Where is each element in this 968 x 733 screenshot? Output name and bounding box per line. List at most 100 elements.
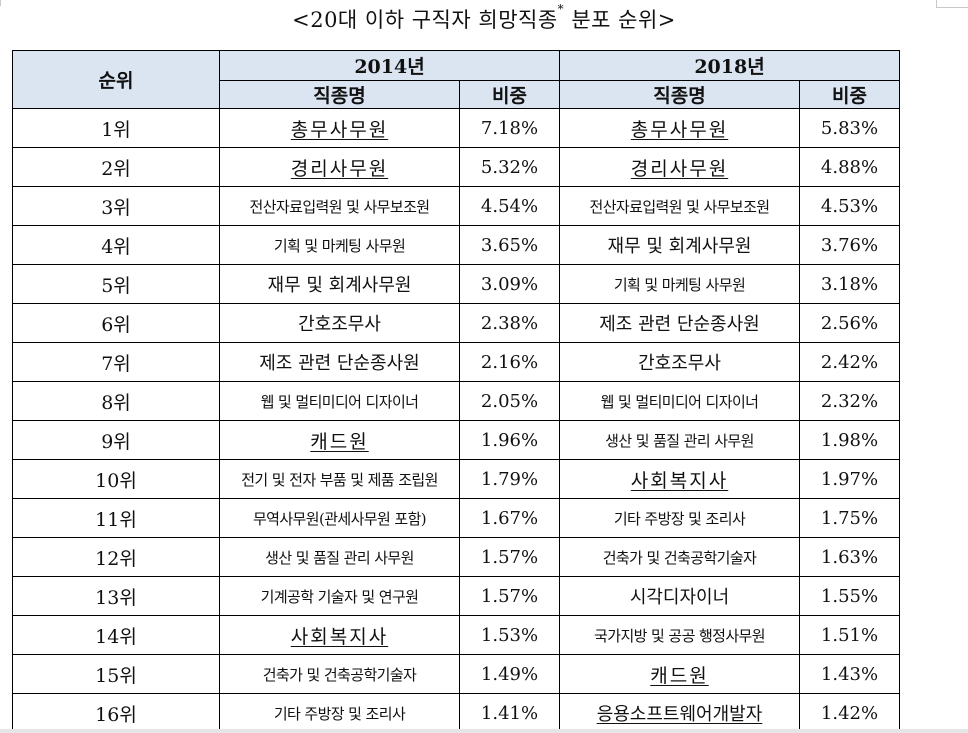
occupation-2014: 경리사무원 <box>219 147 460 187</box>
share-2014: 1.57% <box>459 537 560 577</box>
occupation-2018-text: 웹 및 멀티미디어 디자이너 <box>600 392 759 411</box>
occupation-2014-text: 제조 관련 단순종사원 <box>259 353 420 374</box>
share-2014-text: 1.53% <box>480 624 539 646</box>
occupation-2014-text: 생산 및 품질 관리 사무원 <box>265 548 414 567</box>
occupation-2018-text: 캐드원 <box>650 664 709 687</box>
occupation-2018-text: 기타 주방장 및 조리사 <box>613 509 746 528</box>
share-2018-text: 3.18% <box>820 273 879 295</box>
rank-cell: 15위 <box>12 654 220 694</box>
share-2018-text: 1.42% <box>820 702 879 724</box>
rank-cell: 2위 <box>12 147 220 187</box>
rank-cell-text: 7위 <box>101 352 131 375</box>
occupation-2018-text: 기획 및 마케팅 사무원 <box>613 275 746 294</box>
rank-cell: 6위 <box>12 303 220 343</box>
rank-cell: 10위 <box>12 459 220 499</box>
occupation-2018-text: 제조 관련 단순종사원 <box>599 314 760 335</box>
title-footnote-mark: * <box>557 2 565 16</box>
rank-cell: 7위 <box>12 342 220 382</box>
share-2014-text: 5.32% <box>480 156 539 178</box>
occupation-2014: 건축가 및 건축공학기술자 <box>219 654 460 694</box>
occupation-2014: 생산 및 품질 관리 사무원 <box>219 537 460 577</box>
title-suffix: 분포 순위> <box>564 8 676 32</box>
rank-cell: 13위 <box>12 576 220 616</box>
table-row: 2위 경리사무원 5.32% 경리사무원 4.88% <box>12 147 900 187</box>
occupation-2018-text: 전산자료입력원 및 사무보조원 <box>589 197 771 216</box>
header-share-2018: 비중 <box>799 80 900 109</box>
share-2018-text: 2.42% <box>820 351 879 373</box>
share-2014-text: 7.18% <box>480 117 539 139</box>
share-2018-text: 2.32% <box>820 390 879 412</box>
header-rank: 순위 <box>12 50 220 109</box>
share-2018: 5.83% <box>799 108 900 148</box>
occupation-2018: 건축가 및 건축공학기술자 <box>559 537 800 577</box>
occupation-2018-text: 경리사무원 <box>630 157 729 180</box>
rank-cell: 11위 <box>12 498 220 538</box>
share-2014-text: 1.79% <box>480 468 539 490</box>
rank-cell-text: 8위 <box>101 391 131 414</box>
occupation-2014: 무역사무원(관세사무원 포함) <box>219 498 460 538</box>
occupation-2014-text: 건축가 및 건축공학기술자 <box>262 665 417 684</box>
occupation-2014: 총무사무원 <box>219 108 460 148</box>
share-2014: 1.57% <box>459 576 560 616</box>
share-2014: 2.38% <box>459 303 560 343</box>
table-row: 6위 간호조무사 2.38% 제조 관련 단순종사원 2.56% <box>12 303 900 343</box>
occupation-2014-text: 기계공학 기술자 및 연구원 <box>260 587 419 606</box>
occupation-2014-text: 캐드원 <box>310 430 369 453</box>
share-2014-text: 3.09% <box>480 273 539 295</box>
rank-cell: 1위 <box>12 108 220 148</box>
share-2014: 2.05% <box>459 381 560 421</box>
rank-cell-text: 2위 <box>101 157 131 180</box>
share-2014: 1.67% <box>459 498 560 538</box>
rank-cell-text: 4위 <box>101 235 131 258</box>
rank-cell: 14위 <box>12 615 220 655</box>
share-2018-text: 1.63% <box>820 546 879 568</box>
occupation-2014-text: 전산자료입력원 및 사무보조원 <box>249 197 431 216</box>
occupation-2014-text: 경리사무원 <box>290 157 389 180</box>
occupation-2018-text: 시각디자이너 <box>629 587 730 608</box>
rank-cell-text: 3위 <box>101 196 131 219</box>
table-row: 12위 생산 및 품질 관리 사무원 1.57% 건축가 및 건축공학기술자 1.63% <box>12 537 900 577</box>
occupation-2018: 총무사무원 <box>559 108 800 148</box>
occupation-2018: 시각디자이너 <box>559 576 800 616</box>
occupation-2018: 간호조무사 <box>559 342 800 382</box>
share-2018: 1.42% <box>799 693 900 733</box>
occupation-2014: 간호조무사 <box>219 303 460 343</box>
occupation-2014: 재무 및 회계사무원 <box>219 264 460 304</box>
occupation-2018: 캐드원 <box>559 654 800 694</box>
occupation-2018-text: 사회복지사 <box>630 469 729 492</box>
share-2014-text: 1.49% <box>480 663 539 685</box>
share-2014: 3.09% <box>459 264 560 304</box>
share-2014-text: 1.96% <box>480 429 539 451</box>
share-2018: 3.76% <box>799 225 900 265</box>
share-2018: 2.32% <box>799 381 900 421</box>
header-occupation-2014: 직종명 <box>219 80 460 109</box>
table-row: 9위 캐드원 1.96% 생산 및 품질 관리 사무원 1.98% <box>12 420 900 460</box>
table-row: 11위 무역사무원(관세사무원 포함) 1.67% 기타 주방장 및 조리사 1.75% <box>12 498 900 538</box>
rank-cell: 9위 <box>12 420 220 460</box>
share-2014: 1.96% <box>459 420 560 460</box>
rank-cell: 4위 <box>12 225 220 265</box>
share-2018-text: 1.55% <box>820 585 879 607</box>
rank-cell-text: 14위 <box>95 625 137 648</box>
occupation-2018-text: 응용소프트웨어개발자 <box>596 704 763 725</box>
occupation-2014-text: 재무 및 회계사무원 <box>267 275 412 296</box>
rank-cell-text: 13위 <box>95 586 137 609</box>
share-2014-text: 2.38% <box>480 312 539 334</box>
share-2014-text: 4.54% <box>480 195 539 217</box>
occupation-2014: 기획 및 마케팅 사무원 <box>219 225 460 265</box>
occupation-2018: 웹 및 멀티미디어 디자이너 <box>559 381 800 421</box>
occupation-2014: 전산자료입력원 및 사무보조원 <box>219 186 460 226</box>
header-share-2014: 비중 <box>459 80 560 109</box>
occupation-2018: 전산자료입력원 및 사무보조원 <box>559 186 800 226</box>
occupation-2018-text: 건축가 및 건축공학기술자 <box>602 548 757 567</box>
table-row: 14위 사회복지사 1.53% 국가지방 및 공공 행정사무원 1.51% <box>12 615 900 655</box>
occupation-2014: 캐드원 <box>219 420 460 460</box>
occupation-2018-text: 생산 및 품질 관리 사무원 <box>605 431 754 450</box>
share-2018-text: 1.98% <box>820 429 879 451</box>
share-2018-text: 1.51% <box>820 624 879 646</box>
share-2018-text: 1.97% <box>820 468 879 490</box>
occupation-2014: 웹 및 멀티미디어 디자이너 <box>219 381 460 421</box>
share-2018: 1.75% <box>799 498 900 538</box>
rank-cell-text: 11위 <box>95 508 137 531</box>
share-2018: 1.55% <box>799 576 900 616</box>
